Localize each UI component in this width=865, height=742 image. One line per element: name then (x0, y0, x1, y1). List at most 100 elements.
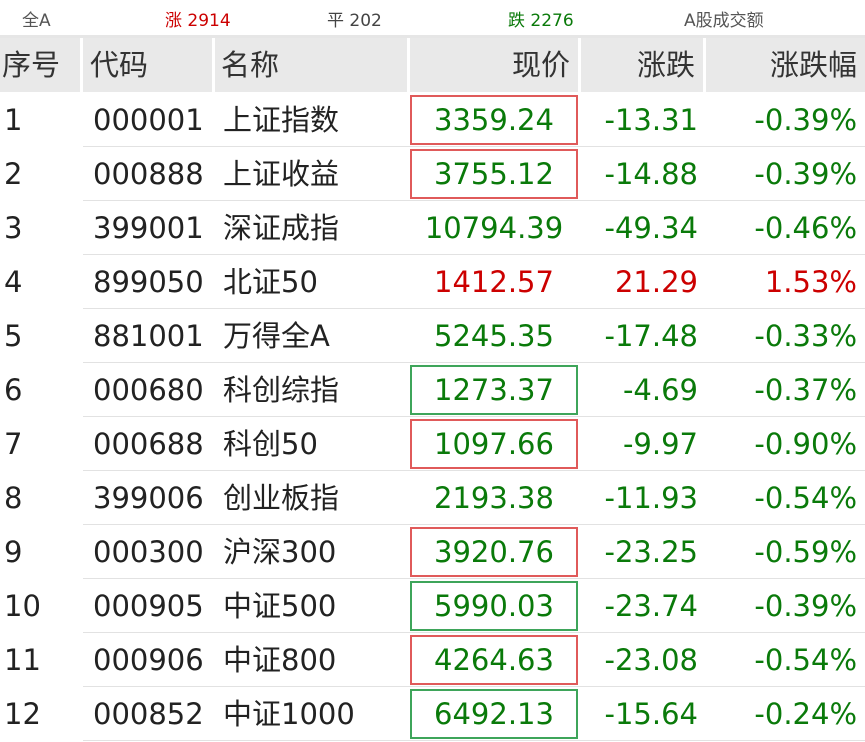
table-row[interactable]: 7 000688 科创50 1097.66 -9.97 -0.90% (0, 417, 865, 471)
table-row[interactable]: 1 000001 上证指数 3359.24 -13.31 -0.39% (0, 93, 865, 147)
row-index: 8 (4, 481, 23, 515)
row-divider (83, 308, 865, 309)
row-price: 3359.24 (434, 103, 554, 137)
table-header: 序号 代码 名称 现价 涨跌 涨跌幅 (0, 38, 865, 92)
row-divider (83, 470, 865, 471)
row-change: -23.25 (604, 535, 699, 569)
table-row[interactable]: 12 000852 中证1000 6492.13 -15.64 -0.24% (0, 687, 865, 741)
row-name: 深证成指 (223, 211, 340, 245)
row-name: 中证1000 (223, 697, 355, 731)
row-name: 万得全A (223, 319, 330, 353)
row-price: 5990.03 (434, 589, 554, 623)
row-pct: 1.53% (764, 265, 857, 299)
row-change: -17.48 (604, 319, 699, 353)
row-pct: -0.46% (754, 211, 857, 245)
row-name: 沪深300 (223, 535, 337, 569)
row-pct: -0.54% (754, 643, 857, 677)
row-change: -15.64 (604, 697, 699, 731)
row-price: 4264.63 (434, 643, 554, 677)
row-index: 6 (4, 373, 23, 407)
row-code: 000888 (93, 157, 204, 191)
row-code: 399001 (93, 211, 204, 245)
down-count: 跌 2276 (508, 11, 574, 31)
row-change: -13.31 (604, 103, 699, 137)
row-divider (83, 254, 865, 255)
row-divider (83, 740, 865, 741)
row-pct: -0.39% (754, 103, 857, 137)
row-divider (83, 524, 865, 525)
row-index: 5 (4, 319, 23, 353)
row-pct: -0.39% (754, 157, 857, 191)
price-highlight-box (410, 365, 578, 415)
row-code: 000001 (93, 103, 204, 137)
divider (0, 35, 865, 38)
row-pct: -0.59% (754, 535, 857, 569)
price-highlight-box (410, 527, 578, 577)
row-divider (83, 578, 865, 579)
row-divider (83, 146, 865, 147)
row-change: -23.08 (604, 643, 699, 677)
header-change[interactable]: 涨跌 (581, 38, 706, 92)
header-name[interactable]: 名称 (215, 38, 410, 92)
row-pct: -0.39% (754, 589, 857, 623)
row-pct: -0.24% (754, 697, 857, 731)
row-name: 中证800 (223, 643, 337, 677)
row-name: 北证50 (223, 265, 318, 299)
row-name: 中证500 (223, 589, 337, 623)
row-price: 1097.66 (434, 427, 554, 461)
row-change: -14.88 (604, 157, 699, 191)
row-change: -9.97 (622, 427, 698, 461)
price-highlight-box (410, 689, 578, 739)
row-divider (83, 200, 865, 201)
table-row[interactable]: 4 899050 北证50 1412.57 21.29 1.53% (0, 255, 865, 309)
row-code: 000852 (93, 697, 204, 731)
table-row[interactable]: 5 881001 万得全A 5245.35 -17.48 -0.33% (0, 309, 865, 363)
header-index[interactable]: 序号 (0, 38, 83, 92)
price-highlight-box (410, 419, 578, 469)
row-index: 1 (4, 103, 23, 137)
row-code: 000906 (93, 643, 204, 677)
row-name: 上证指数 (223, 103, 340, 137)
row-pct: -0.37% (754, 373, 857, 407)
row-price: 10794.39 (424, 211, 564, 245)
header-pct[interactable]: 涨跌幅 (769, 48, 857, 82)
price-highlight-box (410, 149, 578, 199)
row-change: -23.74 (604, 589, 699, 623)
header-price[interactable]: 现价 (410, 38, 581, 92)
table-row[interactable]: 9 000300 沪深300 3920.76 -23.25 -0.59% (0, 525, 865, 579)
row-index: 11 (4, 643, 41, 677)
row-code: 000905 (93, 589, 204, 623)
a-share-turnover[interactable]: A股成交额 (684, 11, 764, 31)
row-change: -11.93 (604, 481, 699, 515)
header-code[interactable]: 代码 (83, 38, 215, 92)
row-price: 1273.37 (434, 373, 554, 407)
table-row[interactable]: 2 000888 上证收益 3755.12 -14.88 -0.39% (0, 147, 865, 201)
row-index: 7 (4, 427, 23, 461)
row-change: 21.29 (614, 265, 698, 299)
row-index: 9 (4, 535, 23, 569)
table-row[interactable]: 11 000906 中证800 4264.63 -23.08 -0.54% (0, 633, 865, 687)
row-code: 881001 (93, 319, 204, 353)
row-price: 6492.13 (434, 697, 554, 731)
market-summary-bar: 全A 涨 2914 平 202 跌 2276 A股成交额 (0, 0, 865, 35)
price-highlight-box (410, 635, 578, 685)
price-highlight-box (410, 581, 578, 631)
tab-all-a[interactable]: 全A (22, 11, 51, 31)
row-name: 创业板指 (223, 481, 340, 515)
flat-count: 平 202 (327, 11, 382, 31)
row-divider (83, 362, 865, 363)
table-row[interactable]: 6 000680 科创综指 1273.37 -4.69 -0.37% (0, 363, 865, 417)
row-pct: -0.90% (754, 427, 857, 461)
table-row[interactable]: 8 399006 创业板指 2193.38 -11.93 -0.54% (0, 471, 865, 525)
price-highlight-box (410, 95, 578, 145)
row-pct: -0.33% (754, 319, 857, 353)
table-row[interactable]: 10 000905 中证500 5990.03 -23.74 -0.39% (0, 579, 865, 633)
row-index: 12 (4, 697, 41, 731)
row-name: 上证收益 (223, 157, 340, 191)
row-index: 2 (4, 157, 23, 191)
row-divider (83, 632, 865, 633)
table-row[interactable]: 3 399001 深证成指 10794.39 -49.34 -0.46% (0, 201, 865, 255)
row-name: 科创综指 (223, 373, 340, 407)
row-divider (83, 416, 865, 417)
row-code: 000300 (93, 535, 204, 569)
